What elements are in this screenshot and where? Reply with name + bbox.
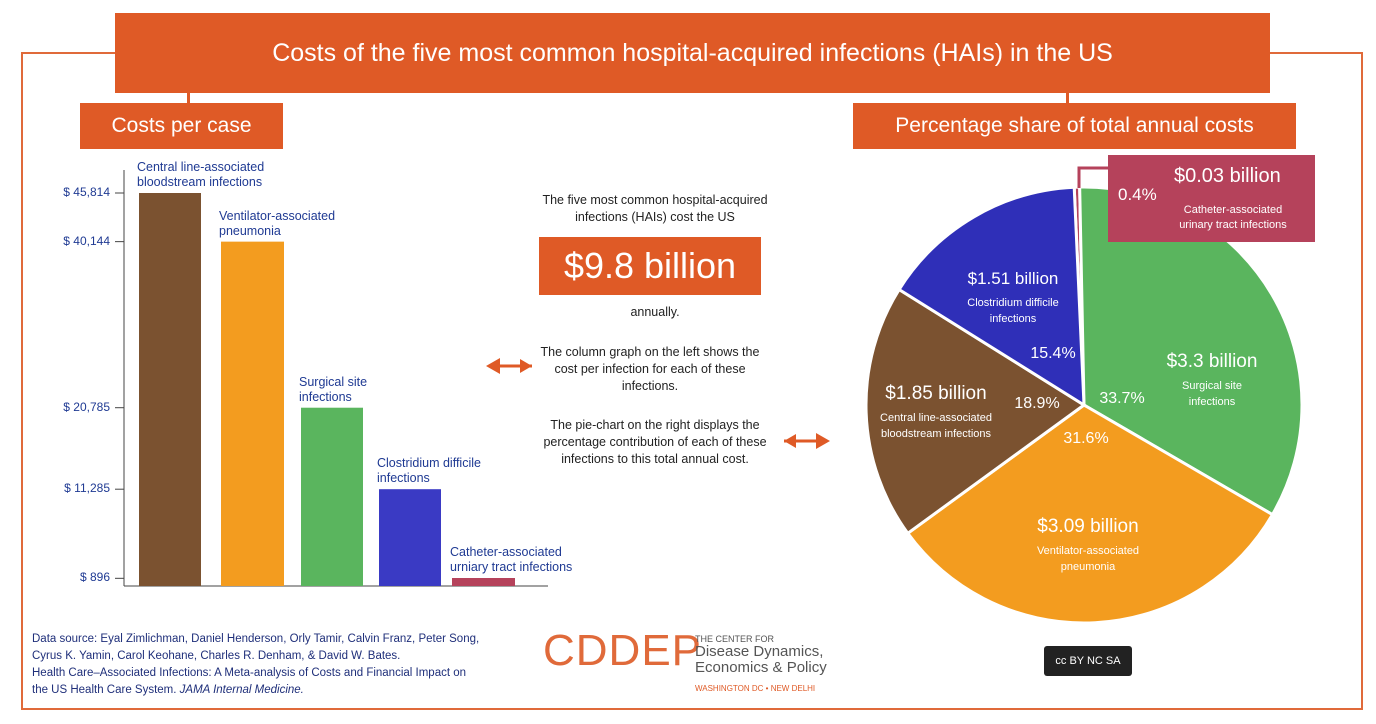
y-tick-label: $ 896 [79,570,110,585]
y-tick-label: $ 11,285 [64,481,110,496]
pie-category-label: pneumonia [1061,561,1116,573]
connector-left [187,93,190,103]
pie-percent-label: 31.6% [1063,430,1108,447]
pie-category-label: Surgical site [1182,380,1242,392]
bar-category-label: Ventilator-associated pneumonia [219,208,336,238]
page-title: Costs of the five most common hospital-a… [115,13,1270,93]
catheter-label: Catheter-associated urinary tract infect… [1179,204,1287,231]
pie-percent-label: 18.9% [1014,395,1059,412]
y-tick-label: $ 40,144 [63,233,110,248]
pie-slice-5 [897,185,1086,408]
catheter-leader-line [1077,166,1108,188]
catheter-amount: $0.03 billion [1174,165,1281,187]
pie-slice-4 [864,287,1087,536]
bar-3 [301,407,363,586]
bar-5 [452,578,515,586]
pie-category-label: infections [990,313,1037,325]
bar-category-label: Catheter-associated urniary tract infecti… [450,545,573,574]
bar-4 [379,489,441,586]
creative-commons-license-icon: cc BY NC SA [1044,646,1132,676]
annually-text: annually. [630,305,680,319]
bar-category-label: Central line-associated bloodstream infec… [137,160,265,189]
pie-amount-label: $3.3 billion [1167,351,1258,372]
pie-amount-label: $1.85 billion [885,383,986,404]
bar-chart [115,170,548,587]
connector-right [1066,93,1069,103]
pie-percent-label: 33.7% [1099,390,1144,407]
cost-intro-text: The five most common hospital-acquired i… [542,193,768,224]
bar-1 [139,193,201,586]
pie-chart-note: The pie-chart on the right displays the … [543,418,767,466]
bar-category-label: Clostridium difficile infections [377,456,481,486]
cddep-logo: CDDEP [543,626,703,675]
data-source: Data source: Eyal Zimlichman, Daniel Hen… [32,633,480,696]
pie-category-label: infections [1189,396,1236,408]
pie-slice-3 [905,403,1275,625]
y-tick-label: $ 20,785 [63,399,110,414]
total-cost-box: $9.8 billion [539,237,761,295]
column-graph-note: The column graph on the left shows the c… [540,345,760,393]
y-tick-label: $ 45,814 [63,185,110,199]
pie-amount-label: $3.09 billion [1037,516,1138,537]
pie-amount-label: $1.51 billion [968,269,1059,288]
cddep-logo-subtitle: THE CENTER FOR Disease Dynamics, Economi… [695,634,827,693]
bar-category-label: Surgical site infections [299,374,368,404]
pie-percent-label: 15.4% [1030,345,1075,362]
share-of-costs-tag: Percentage share of total annual costs [853,103,1296,149]
pie-category-label: Ventilator-associated [1037,545,1139,557]
costs-per-case-tag: Costs per case [80,103,283,149]
catheter-pct: 0.4% [1118,185,1157,204]
bar-2 [221,241,284,586]
pie-category-label: Central line-associated [880,412,992,424]
pie-category-label: bloodstream infections [881,428,992,440]
catheter-callout: 0.4% $0.03 billion Catheter-associated u… [1108,155,1315,242]
pie-category-label: Clostridium difficile [967,297,1059,309]
